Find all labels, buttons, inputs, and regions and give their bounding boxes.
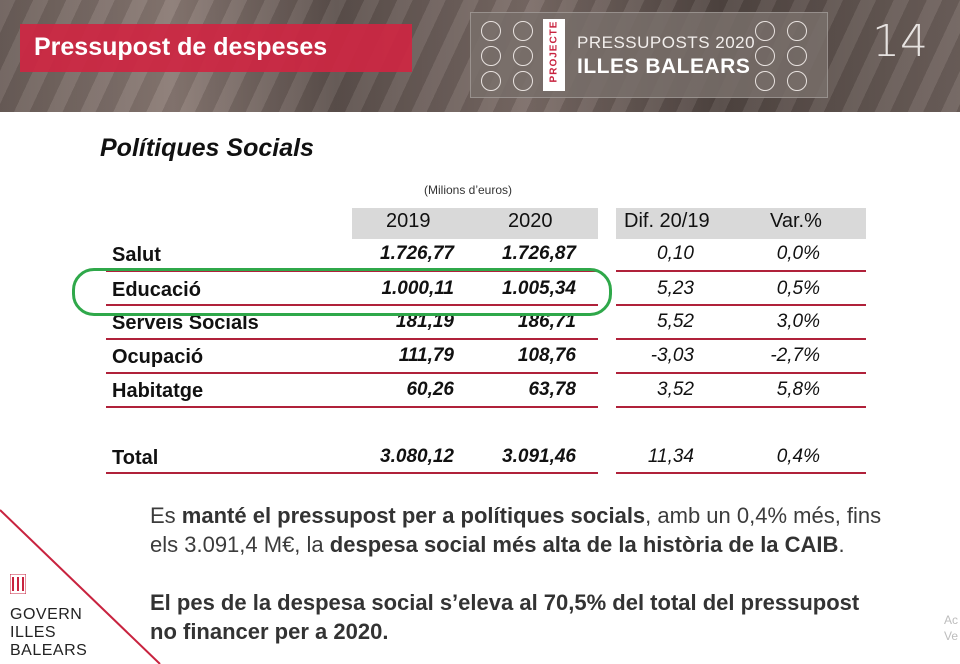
row-label-ocupacio: Ocupació [112, 346, 204, 368]
row-divider [352, 472, 598, 474]
row-divider [352, 304, 598, 306]
work-icon [481, 71, 501, 91]
cell-educacio-2019: 1.000,11 [381, 278, 454, 299]
cell-educacio-var: 0,5% [776, 278, 820, 299]
row-divider [616, 406, 866, 408]
project-tag: PROJECTE [543, 19, 565, 91]
p1-text-1: Es [150, 503, 182, 528]
environment-icon [787, 46, 807, 66]
cell-salut-2020: 1.726,87 [502, 243, 576, 264]
row-label-total: Total [112, 447, 159, 469]
family-icon [481, 46, 501, 66]
culture-icon [755, 21, 775, 41]
cell-total-2020: 3.091,46 [502, 446, 576, 467]
decorative-diagonal [0, 509, 161, 664]
row-label-serveis-socials: Serveis Socials [112, 312, 259, 334]
p2-line-1: El pes de la despesa social s’eleva al 7… [150, 590, 860, 615]
bicycle-icon [787, 71, 807, 91]
education-icon [513, 21, 533, 41]
row-divider [352, 372, 598, 374]
theme-icons-right [751, 19, 821, 91]
row-divider [616, 338, 866, 340]
section-title: Polítiques Socials [100, 134, 314, 162]
brand-line-2: ILLES BALEARS [577, 55, 751, 78]
cell-salut-2019: 1.726,77 [380, 243, 454, 264]
p1-text-4: . [838, 532, 845, 557]
transport-icon [513, 71, 533, 91]
row-divider [352, 338, 598, 340]
cell-ocupacio-2019: 111,79 [398, 345, 454, 366]
row-label-habitatge: Habitatge [112, 380, 204, 402]
units-label: (Milions d’euros) [424, 183, 513, 197]
brand-line-1: PRESSUPOSTS 2020 [577, 33, 756, 52]
summary-paragraph-2: El pes de la despesa social s’eleva al 7… [150, 588, 950, 646]
watermark-line-2: Ve [944, 629, 959, 643]
summary-paragraph-1: Es manté el pressupost per a polítiques … [150, 501, 950, 559]
row-divider [106, 372, 362, 374]
agriculture-icon [755, 71, 775, 91]
cell-salut-var: 0,0% [776, 243, 820, 264]
column-header-2019: 2019 [386, 210, 431, 232]
logo-line-2: ILLES [10, 624, 57, 641]
health-icon [481, 21, 501, 41]
title-box: Pressupost de despeses [20, 24, 412, 72]
row-divider [106, 472, 362, 474]
table-header-diff-bg [616, 208, 866, 239]
govern-illes-balears-logo: GOVERN ILLES BALEARS [10, 606, 87, 660]
cell-serveis-var: 3,0% [776, 311, 820, 332]
tourism-icon [787, 21, 807, 41]
p1-text-2: , amb un 0,4% més, fins [645, 503, 882, 528]
column-header-var: Var.% [770, 210, 822, 232]
p1-bold-1: manté el pressupost per a polítiques soc… [181, 503, 646, 528]
cell-habitatge-2020: 63,78 [528, 379, 576, 400]
p1-text-3: els 3.091,4 M€, la [150, 532, 330, 557]
logo-line-1: GOVERN [10, 606, 83, 623]
row-divider [106, 338, 362, 340]
row-label-salut: Salut [112, 244, 161, 266]
cell-habitatge-dif: 3,52 [657, 379, 694, 400]
page-title: Pressupost de despeses [34, 33, 328, 61]
page-number: 14 [872, 16, 928, 67]
cell-educacio-2020: 1.005,34 [502, 278, 576, 299]
cell-serveis-dif: 5,52 [657, 311, 694, 332]
row-divider [106, 406, 362, 408]
row-divider [106, 304, 362, 306]
p1-bold-2: despesa social més alta de la història d… [329, 532, 839, 557]
row-divider [616, 304, 866, 306]
logo-line-3: BALEARS [10, 642, 88, 659]
housing-icon [513, 46, 533, 66]
cell-habitatge-2019: 60,26 [406, 379, 454, 400]
cell-ocupacio-var: -2,7% [770, 345, 820, 366]
cell-total-dif: 11,34 [647, 446, 694, 467]
watermark-line-1: Ac [944, 613, 959, 627]
column-header-dif: Dif. 20/19 [624, 210, 710, 232]
row-divider [616, 472, 866, 474]
govern-crest-icon [10, 574, 26, 594]
educacio-highlight-oval [72, 268, 612, 316]
cell-total-var: 0,4% [776, 446, 820, 467]
table-header-years-bg [352, 208, 598, 239]
row-divider [616, 372, 866, 374]
p2-line-2: no financer per a 2020. [150, 619, 389, 644]
cell-habitatge-var: 5,8% [776, 379, 820, 400]
innovation-icon [755, 46, 775, 66]
cell-ocupacio-2020: 108,76 [517, 345, 576, 366]
row-divider [352, 406, 598, 408]
header-banner: Pressupost de despeses PROJECTE PRESSUPO… [0, 0, 960, 112]
project-label: PROJECTE [548, 20, 560, 83]
row-divider [616, 270, 866, 272]
cell-total-2019: 3.080,12 [380, 446, 454, 467]
budget-logo-panel: PROJECTE PRESSUPOSTS 2020 ILLES BALEARS [470, 12, 828, 98]
column-header-2020: 2020 [508, 210, 553, 232]
cell-serveis-2019: 181,19 [395, 311, 454, 332]
theme-icons-left [477, 19, 547, 91]
cell-serveis-2020: 186,71 [517, 311, 576, 332]
activation-watermark: Ac Ve [944, 612, 958, 644]
cell-educacio-dif: 5,23 [657, 278, 694, 299]
row-label-educacio: Educació [112, 279, 201, 301]
cell-ocupacio-dif: -3,03 [650, 345, 694, 366]
cell-salut-dif: 0,10 [657, 243, 694, 264]
